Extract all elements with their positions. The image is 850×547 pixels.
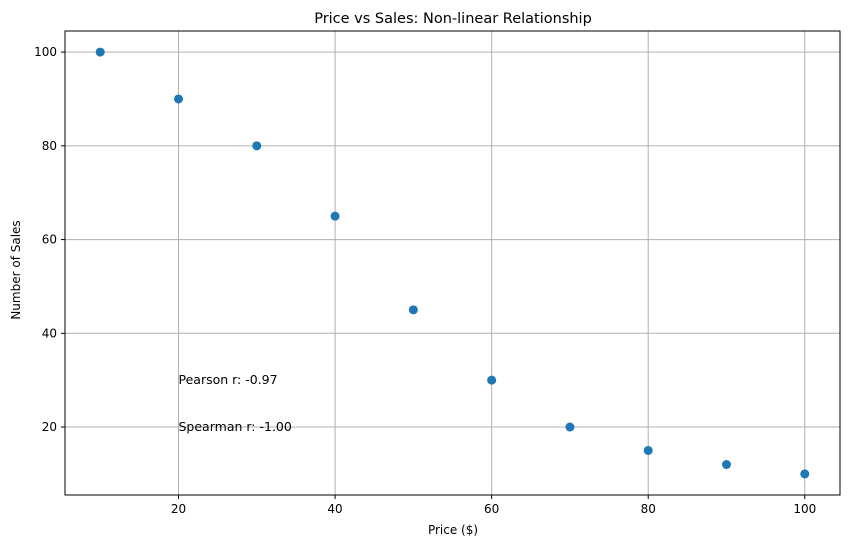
annotations: Pearson r: -0.97 Spearman r: -1.00 [179, 372, 292, 434]
x-tick-label: 40 [327, 502, 342, 516]
y-tick-label: 60 [42, 233, 57, 247]
x-tick-label: 80 [641, 502, 656, 516]
plot-frame [64, 30, 841, 496]
y-tick-label: 20 [42, 420, 57, 434]
y-tick-label: 80 [42, 139, 57, 153]
scatter-point [252, 141, 262, 151]
x-tick-label: 20 [171, 502, 186, 516]
scatter-point [408, 305, 418, 315]
x-tick-label: 60 [484, 502, 499, 516]
scatter-point [800, 469, 810, 479]
scatter-point [95, 47, 105, 57]
x-axis-label: Price ($) [428, 523, 478, 537]
annotation-text: Spearman r: -1.00 [179, 419, 292, 434]
y-tick-label: 100 [34, 45, 57, 59]
scatter-point [330, 211, 340, 221]
scatter-point [174, 94, 184, 104]
tick-layer: 20 40 60 80 100 20 40 60 80 100 [34, 45, 816, 516]
chart-title: Price vs Sales: Non-linear Relationship [314, 11, 592, 27]
scatter-point [487, 375, 497, 385]
axes-frame [64, 30, 841, 496]
data-points [95, 47, 810, 479]
y-axis-label: Number of Sales [9, 220, 23, 319]
y-tick-label: 40 [42, 326, 57, 340]
x-tick-label: 100 [793, 502, 816, 516]
annotation-text: Pearson r: -0.97 [179, 372, 278, 387]
scatter-point [643, 445, 653, 455]
grid-layer [65, 31, 840, 495]
scatter-point [721, 460, 731, 470]
scatter-point [565, 422, 575, 432]
